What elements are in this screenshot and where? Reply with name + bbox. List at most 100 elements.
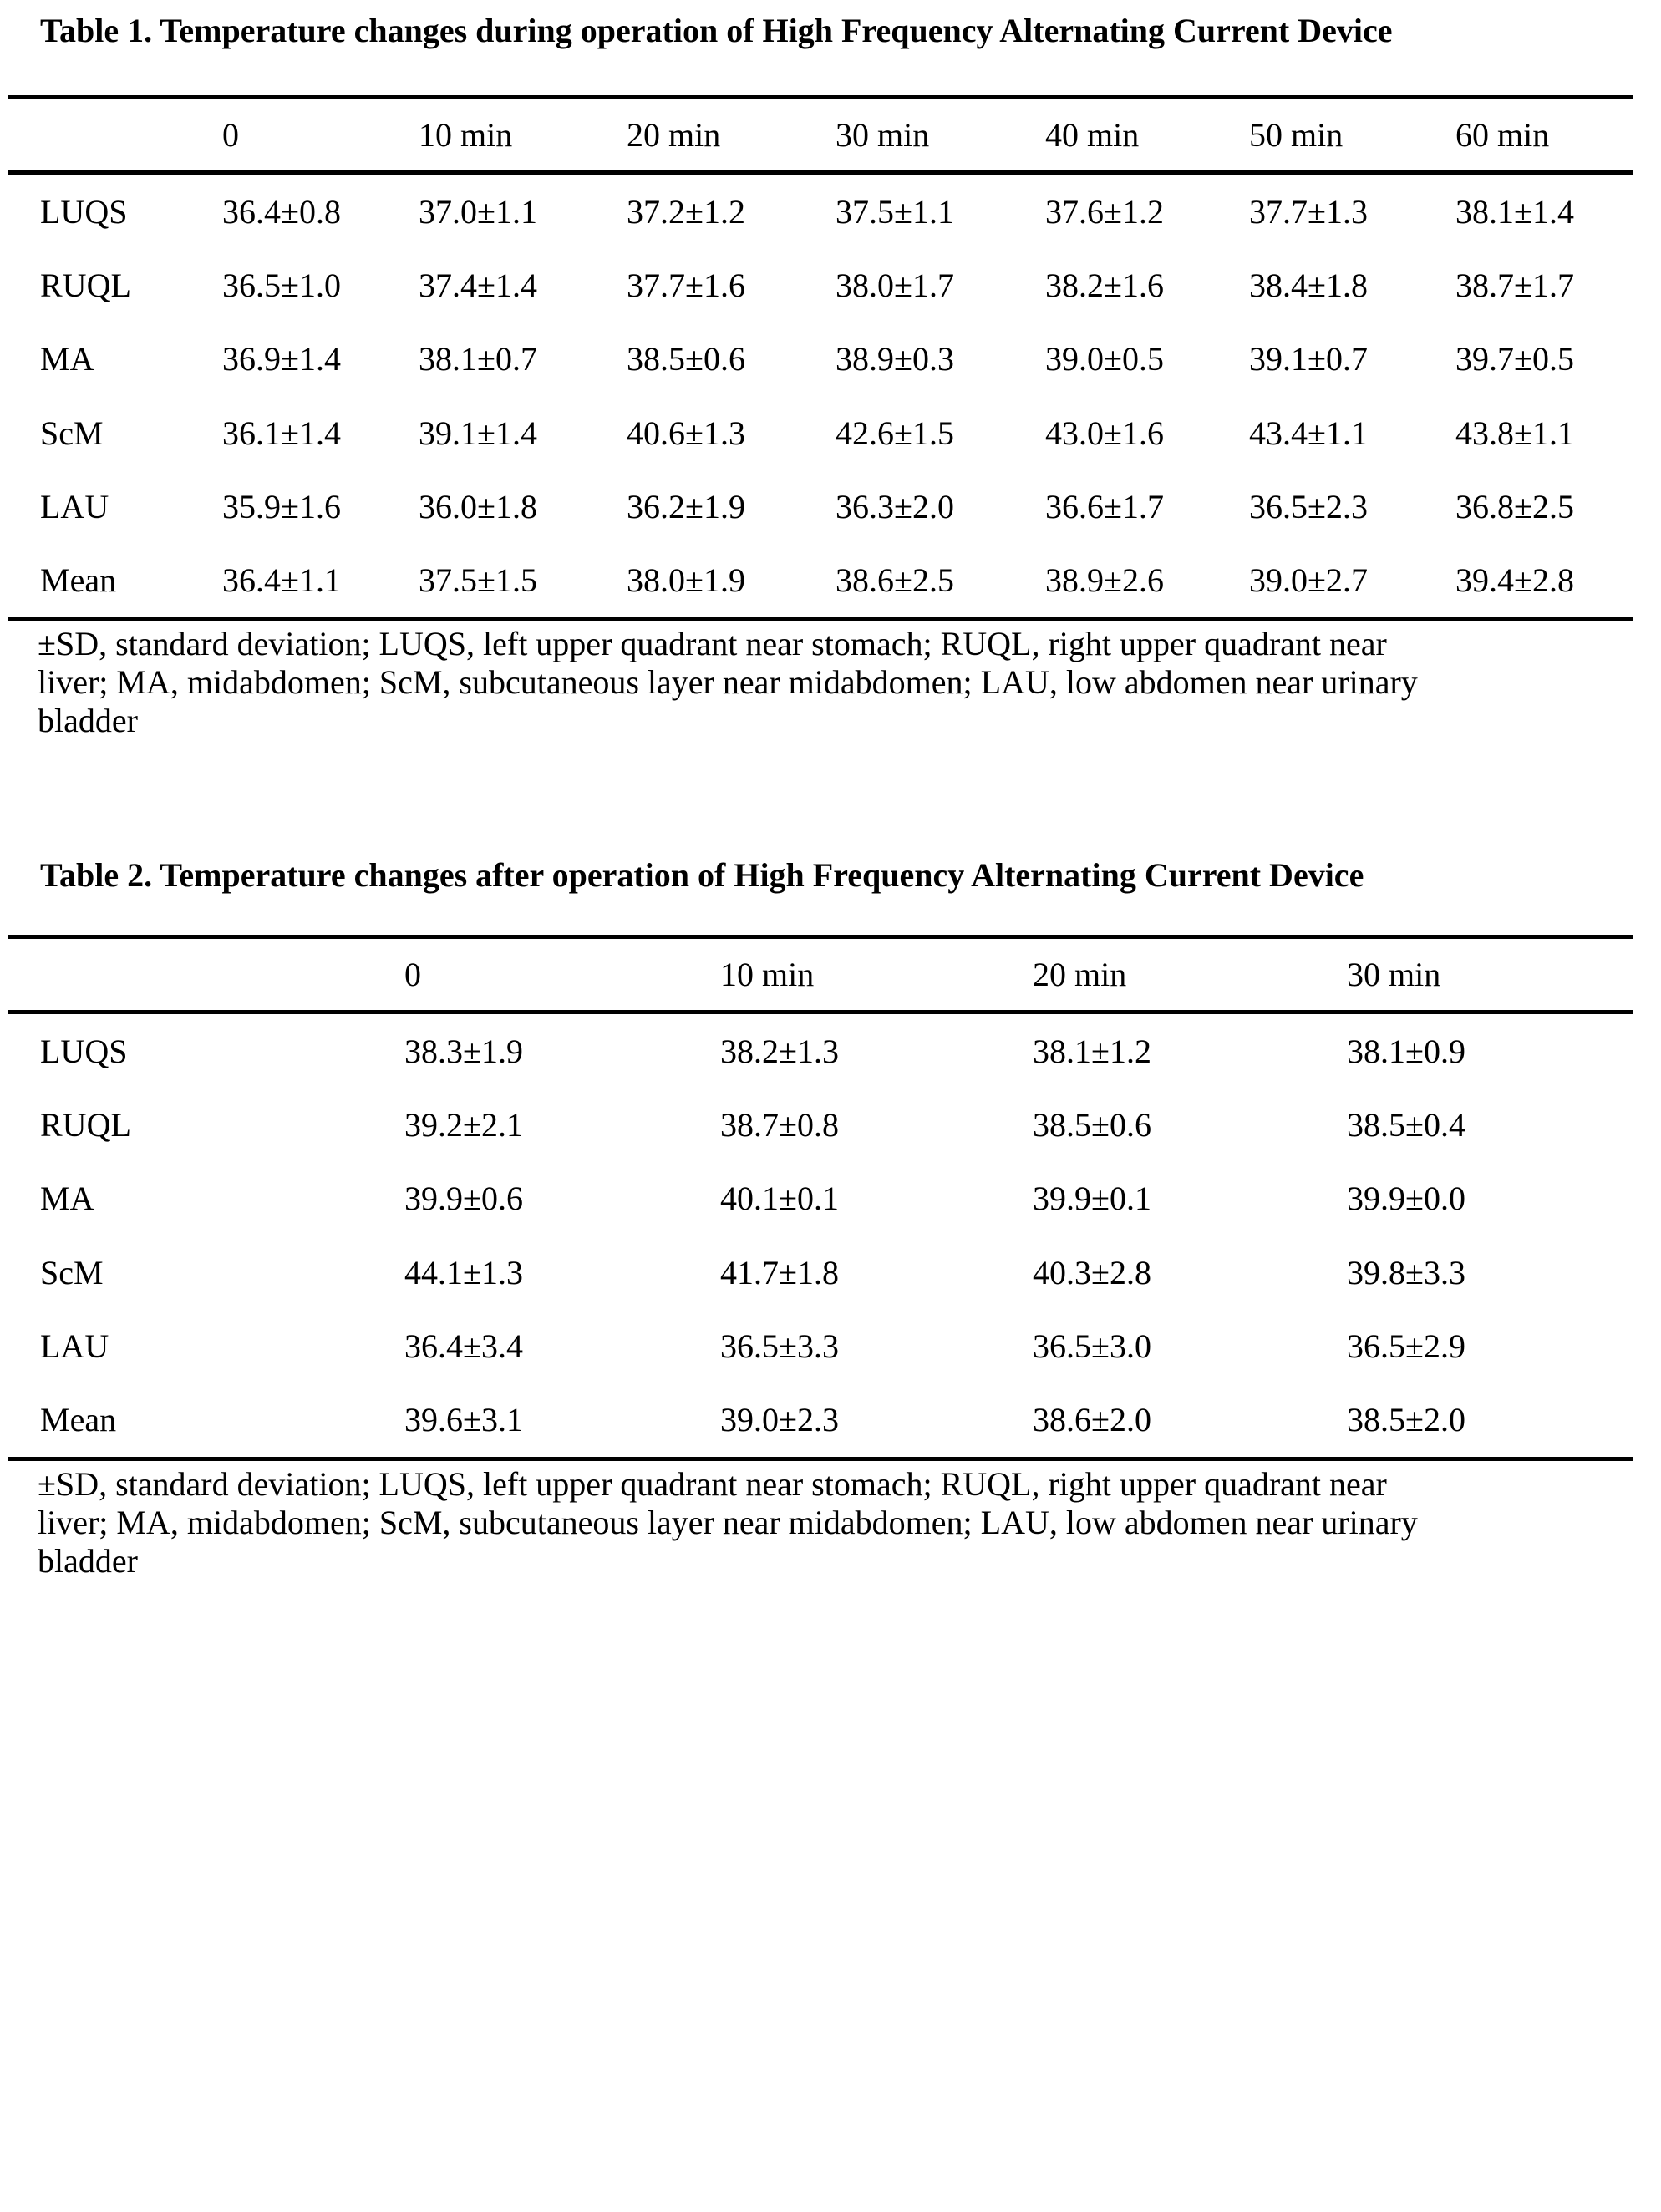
table-row: ScM 36.1±1.4 39.1±1.4 40.6±1.3 42.6±1.5 43.0±… xyxy=(0,396,1661,469)
column-header: 20 min xyxy=(627,116,721,154)
table-row: ScM 44.1±1.3 41.7±1.8 40.3±2.8 39.8±3.3 xyxy=(0,1235,1661,1309)
data-cell: 38.1±1.2 xyxy=(1033,1032,1151,1070)
data-cell: 36.2±1.9 xyxy=(627,487,745,525)
data-cell: 39.8±3.3 xyxy=(1347,1253,1465,1291)
data-cell: 36.6±1.7 xyxy=(1045,487,1164,525)
column-header: 40 min xyxy=(1045,116,1140,154)
data-cell: 38.2±1.6 xyxy=(1045,266,1164,304)
data-cell: 36.4±0.8 xyxy=(222,192,341,231)
data-cell: 38.5±0.4 xyxy=(1347,1105,1465,1144)
data-cell: 36.5±3.3 xyxy=(720,1327,839,1365)
data-cell: 37.7±1.3 xyxy=(1249,192,1368,231)
table1-body: LUQS 36.4±0.8 37.0±1.1 37.2±1.2 37.5±1.1 37.6… xyxy=(0,175,1661,617)
row-label: ScM xyxy=(40,1253,104,1291)
table2-header-row: 0 10 min 20 min 30 min xyxy=(0,939,1661,1010)
row-label: ScM xyxy=(40,413,104,452)
data-cell: 36.8±2.5 xyxy=(1455,487,1574,525)
data-cell: 37.6±1.2 xyxy=(1045,192,1164,231)
data-cell: 37.5±1.1 xyxy=(836,192,954,231)
data-cell: 38.9±2.6 xyxy=(1045,561,1164,600)
data-cell: 38.0±1.9 xyxy=(627,561,745,600)
table2-title: Table 2. Temperature changes after opera… xyxy=(40,856,1364,894)
data-cell: 44.1±1.3 xyxy=(404,1253,523,1291)
data-cell: 39.1±1.4 xyxy=(419,413,537,452)
data-cell: 39.9±0.6 xyxy=(404,1180,523,1218)
table1-bottom-rule xyxy=(8,617,1633,621)
column-header: 50 min xyxy=(1249,116,1344,154)
column-header: 30 min xyxy=(836,116,930,154)
data-cell: 38.6±2.5 xyxy=(836,561,954,600)
table1-top-rule xyxy=(8,95,1633,99)
row-label: LUQS xyxy=(40,1032,128,1070)
footnote-line: ±SD, standard deviation; LUQS, left uppe… xyxy=(38,625,1387,662)
data-cell: 37.7±1.6 xyxy=(627,266,745,304)
data-cell: 39.9±0.0 xyxy=(1347,1180,1465,1218)
column-header: 30 min xyxy=(1347,956,1441,993)
data-cell: 39.0±2.7 xyxy=(1249,561,1368,600)
row-label: Mean xyxy=(40,1401,117,1439)
data-cell: 43.8±1.1 xyxy=(1455,413,1574,452)
table-row: MA 36.9±1.4 38.1±0.7 38.5±0.6 38.9±0.3 39.0±0… xyxy=(0,322,1661,396)
table1-footnote: ±SD, standard deviation; LUQS, left uppe… xyxy=(38,625,1642,740)
table-row: RUQL 39.2±2.1 38.7±0.8 38.5±0.6 38.5±0.4 xyxy=(0,1088,1661,1161)
row-label: RUQL xyxy=(40,266,131,304)
table1-header-rule xyxy=(8,170,1633,175)
data-cell: 36.4±3.4 xyxy=(404,1327,523,1365)
table1-title: Table 1. Temperature changes during oper… xyxy=(40,12,1393,49)
column-header: 10 min xyxy=(720,956,815,993)
table-row: Mean 36.4±1.1 37.5±1.5 38.0±1.9 38.6±2.5 38.9… xyxy=(0,543,1661,616)
data-cell: 41.7±1.8 xyxy=(720,1253,839,1291)
table2-body: LUQS 38.3±1.9 38.2±1.3 38.1±1.2 38.1±0.9 RUQL… xyxy=(0,1014,1661,1457)
data-cell: 40.6±1.3 xyxy=(627,413,745,452)
column-header: 10 min xyxy=(419,116,513,154)
data-cell: 39.1±0.7 xyxy=(1249,340,1368,378)
data-cell: 36.5±2.9 xyxy=(1347,1327,1465,1365)
table-row: MA 39.9±0.6 40.1±0.1 39.9±0.1 39.9±0.0 xyxy=(0,1162,1661,1235)
data-cell: 38.1±0.7 xyxy=(419,340,537,378)
data-cell: 39.7±0.5 xyxy=(1455,340,1574,378)
data-cell: 38.9±0.3 xyxy=(836,340,954,378)
footnote-line: bladder xyxy=(38,702,138,739)
data-cell: 38.3±1.9 xyxy=(404,1032,523,1070)
table-row: LAU 35.9±1.6 36.0±1.8 36.2±1.9 36.3±2.0 36.6±… xyxy=(0,469,1661,543)
data-cell: 36.9±1.4 xyxy=(222,340,341,378)
data-cell: 37.2±1.2 xyxy=(627,192,745,231)
footnote-line: bladder xyxy=(38,1542,138,1580)
data-cell: 38.7±0.8 xyxy=(720,1105,839,1144)
data-cell: 35.9±1.6 xyxy=(222,487,341,525)
table-row: LUQS 38.3±1.9 38.2±1.3 38.1±1.2 38.1±0.9 xyxy=(0,1014,1661,1088)
data-cell: 42.6±1.5 xyxy=(836,413,954,452)
column-header: 0 xyxy=(404,956,421,993)
table-row: RUQL 36.5±1.0 37.4±1.4 37.7±1.6 38.0±1.7 38.2… xyxy=(0,248,1661,322)
data-cell: 38.1±1.4 xyxy=(1455,192,1574,231)
data-cell: 40.1±0.1 xyxy=(720,1180,839,1218)
data-cell: 39.0±2.3 xyxy=(720,1401,839,1439)
row-label: MA xyxy=(40,1180,94,1218)
data-cell: 36.5±2.3 xyxy=(1249,487,1368,525)
data-cell: 36.3±2.0 xyxy=(836,487,954,525)
data-cell: 36.5±1.0 xyxy=(222,266,341,304)
data-cell: 38.5±0.6 xyxy=(627,340,745,378)
row-label: LAU xyxy=(40,1327,109,1365)
table-row: LAU 36.4±3.4 36.5±3.3 36.5±3.0 36.5±2.9 xyxy=(0,1309,1661,1382)
data-cell: 36.1±1.4 xyxy=(222,413,341,452)
data-cell: 37.4±1.4 xyxy=(419,266,537,304)
row-label: LUQS xyxy=(40,192,128,231)
data-cell: 37.5±1.5 xyxy=(419,561,537,600)
data-cell: 36.5±3.0 xyxy=(1033,1327,1151,1365)
data-cell: 37.0±1.1 xyxy=(419,192,537,231)
column-header: 0 xyxy=(222,116,239,154)
table-row: LUQS 36.4±0.8 37.0±1.1 37.2±1.2 37.5±1.1 37.6… xyxy=(0,175,1661,248)
data-cell: 43.4±1.1 xyxy=(1249,413,1368,452)
data-cell: 38.7±1.7 xyxy=(1455,266,1574,304)
data-cell: 39.4±2.8 xyxy=(1455,561,1574,600)
row-label: Mean xyxy=(40,561,117,600)
data-cell: 36.4±1.1 xyxy=(222,561,341,600)
data-cell: 39.9±0.1 xyxy=(1033,1180,1151,1218)
data-cell: 38.2±1.3 xyxy=(720,1032,839,1070)
table2-header-rule xyxy=(8,1010,1633,1014)
footnote-line: liver; MA, midabdomen; ScM, subcutaneous… xyxy=(38,663,1418,701)
table2-bottom-rule xyxy=(8,1457,1633,1461)
table-row: Mean 39.6±3.1 39.0±2.3 38.6±2.0 38.5±2.0 xyxy=(0,1382,1661,1456)
data-cell: 40.3±2.8 xyxy=(1033,1253,1151,1291)
